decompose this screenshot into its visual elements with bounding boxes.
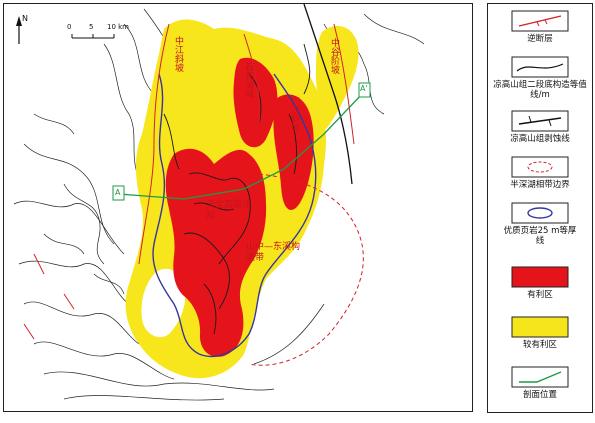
legend-thrust-fault: 逆断层 — [488, 10, 592, 44]
legend-label: 凉高山组二段底构造等值线/m — [493, 80, 587, 100]
erosion-line-symbol — [511, 110, 569, 132]
legend-label: 剖面位置 — [522, 390, 557, 400]
section-label-a-prime: A' — [360, 84, 368, 93]
label-guanghan: 广汉斜坡 — [289, 96, 299, 132]
legend-label: 有利区 — [527, 290, 553, 300]
non-favorable-gap — [141, 268, 186, 338]
thrust-faults — [23, 23, 355, 340]
scale-tick-5: 5 — [89, 23, 94, 31]
legend-section: 剖面位置 — [488, 366, 592, 400]
less-favorable-zone-north — [316, 25, 359, 129]
contour-symbol — [511, 56, 569, 78]
favorable-zone-north — [233, 57, 278, 148]
legend-erosion-line: 凉高山组剥蚀线 — [488, 110, 592, 144]
scale-bar — [71, 34, 115, 39]
shale-isopach-symbol — [511, 202, 569, 224]
label-zhongjiang: 中江斜坡 — [173, 36, 183, 72]
label-yongan: 天全高陵洼陷 — [206, 200, 252, 221]
legend-panel: 逆断层 凉高山组二段底构造等值线/m 凉高山组剥蚀线 半深湖相带边界 优质页岩2… — [487, 3, 593, 413]
semi-deep-lake-boundary — [248, 173, 364, 366]
label-shanzhong: 山中—东溪构造带 — [246, 242, 301, 263]
legend-shale-isopach: 优质页岩25 m等厚线 — [488, 202, 592, 246]
scale-tick-10: 10 km — [107, 23, 130, 31]
shale-isopach-line — [152, 73, 317, 358]
label-zhongcheng: 中谷阶坡 — [329, 38, 339, 74]
geologic-map — [13, 4, 472, 411]
legend-favorable: 有利区 — [488, 266, 592, 300]
legend-label: 较有利区 — [522, 340, 557, 350]
section-symbol — [511, 366, 569, 388]
north-label: N — [22, 14, 28, 23]
north-arrow — [16, 16, 22, 44]
favorable-zone — [165, 148, 267, 357]
section-label-a: A — [115, 188, 121, 197]
section-box-a — [112, 185, 125, 201]
thrust-fault-symbol — [511, 10, 569, 32]
legend-label: 半深湖相带边界 — [510, 180, 570, 190]
legend-contour: 凉高山组二段底构造等值线/m — [488, 56, 592, 100]
legend-semi-deep-lake: 半深湖相带边界 — [488, 156, 592, 190]
eroded-area — [274, 4, 472, 411]
semi-deep-lake-symbol — [511, 156, 569, 178]
map-panel: N 0 5 10 km A A' 中江斜坡 石花油城 中谷阶坡 广汉斜坡 天全高… — [3, 3, 473, 412]
legend-label: 逆断层 — [527, 34, 553, 44]
section-box-a-prime — [358, 82, 371, 98]
less-favorable-symbol — [511, 316, 569, 338]
legend-label: 凉高山组剥蚀线 — [510, 134, 570, 144]
legend-label: 优质页岩25 m等厚线 — [503, 226, 577, 246]
favorable-symbol — [511, 266, 569, 288]
section-line — [118, 91, 365, 200]
label-shifang: 石花油城 — [243, 62, 253, 98]
scale-tick-0: 0 — [67, 23, 72, 31]
legend-less-favorable: 较有利区 — [488, 316, 592, 350]
erosion-line — [303, 4, 353, 185]
